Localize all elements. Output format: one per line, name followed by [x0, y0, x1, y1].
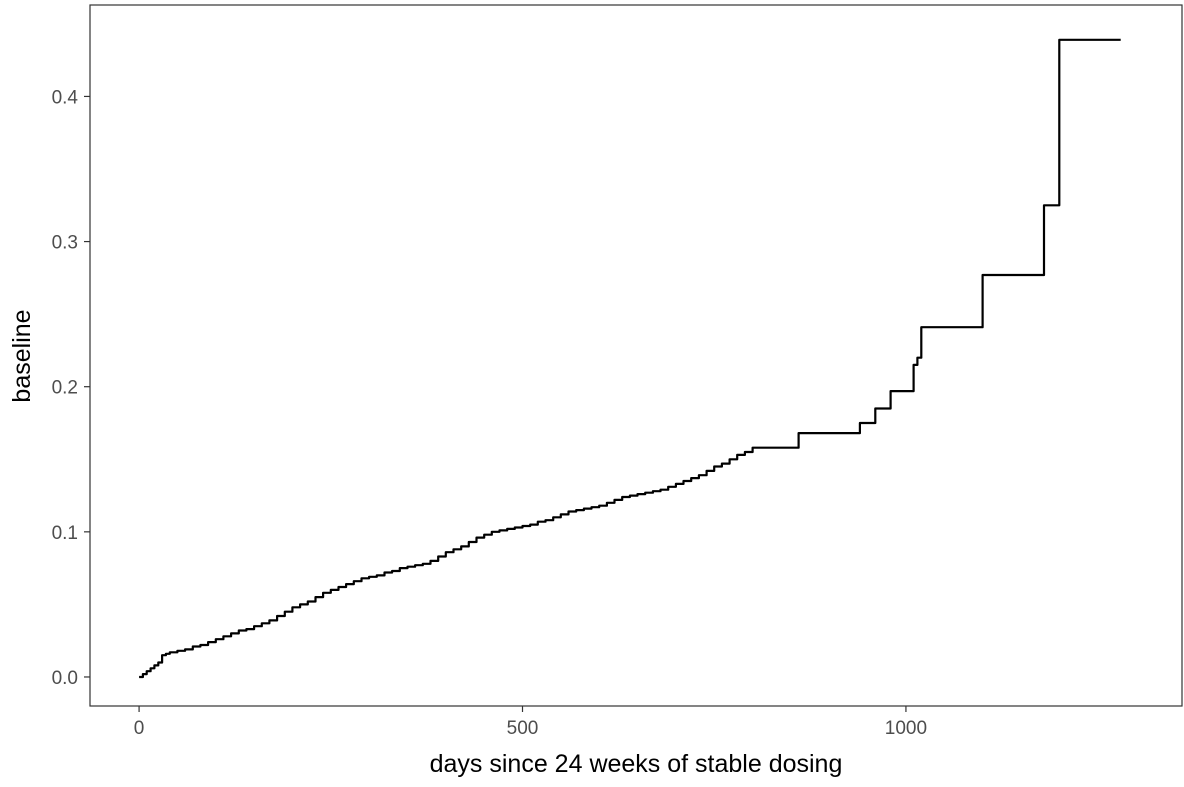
y-tick-label: 0.2: [52, 378, 78, 399]
x-tick-label: 1000: [885, 718, 927, 739]
y-tick-label: 0.1: [52, 523, 78, 544]
x-tick-label: 500: [507, 718, 539, 739]
y-tick-label: 0.3: [52, 233, 78, 254]
plot-panel: [89, 4, 1183, 707]
y-axis-title: baseline: [8, 309, 36, 402]
baseline-step-line: [139, 38, 1121, 679]
x-axis-title: days since 24 weeks of stable dosing: [430, 750, 843, 778]
y-tick-label: 0.4: [52, 87, 79, 108]
y-tick-label: 0.0: [52, 668, 78, 689]
x-axis: 0 500 1000: [134, 706, 927, 739]
x-tick-label: 0: [134, 718, 145, 739]
y-axis: 0.0 0.1 0.2 0.3 0.4: [52, 87, 90, 689]
